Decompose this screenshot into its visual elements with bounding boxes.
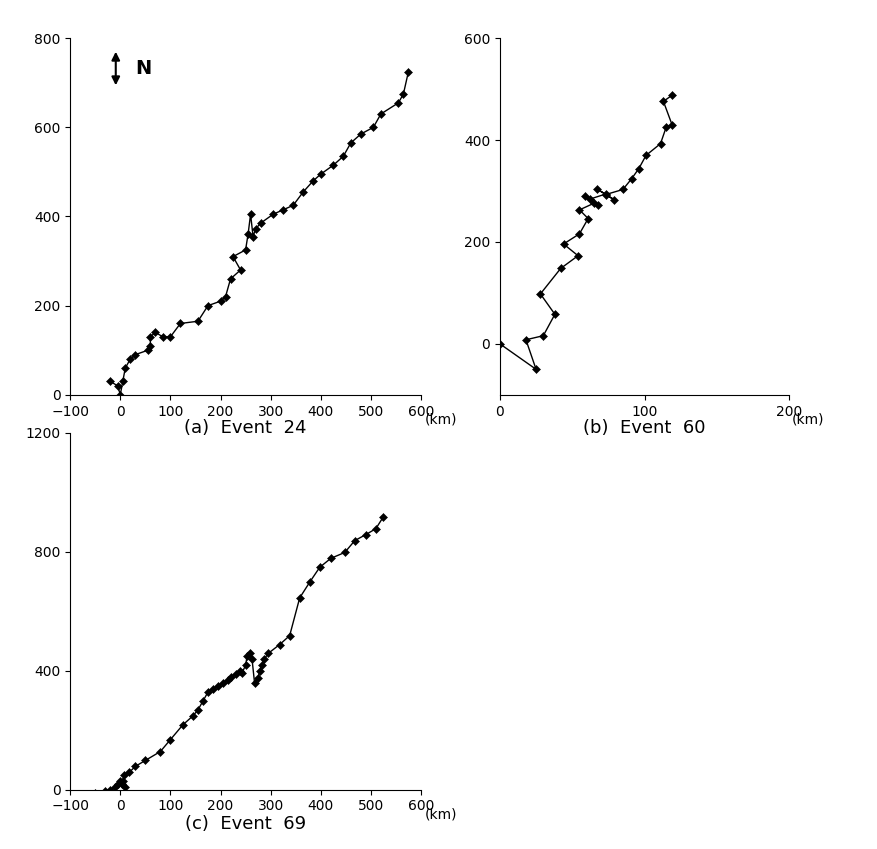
Text: (km): (km) [424,413,457,426]
Text: (c)  Event  69: (c) Event 69 [185,815,306,833]
Text: N: N [135,59,152,78]
Text: (km): (km) [792,413,824,426]
Text: (b)  Event  60: (b) Event 60 [583,419,706,436]
Text: (km): (km) [424,807,457,821]
Text: (a)  Event  24: (a) Event 24 [184,419,307,436]
